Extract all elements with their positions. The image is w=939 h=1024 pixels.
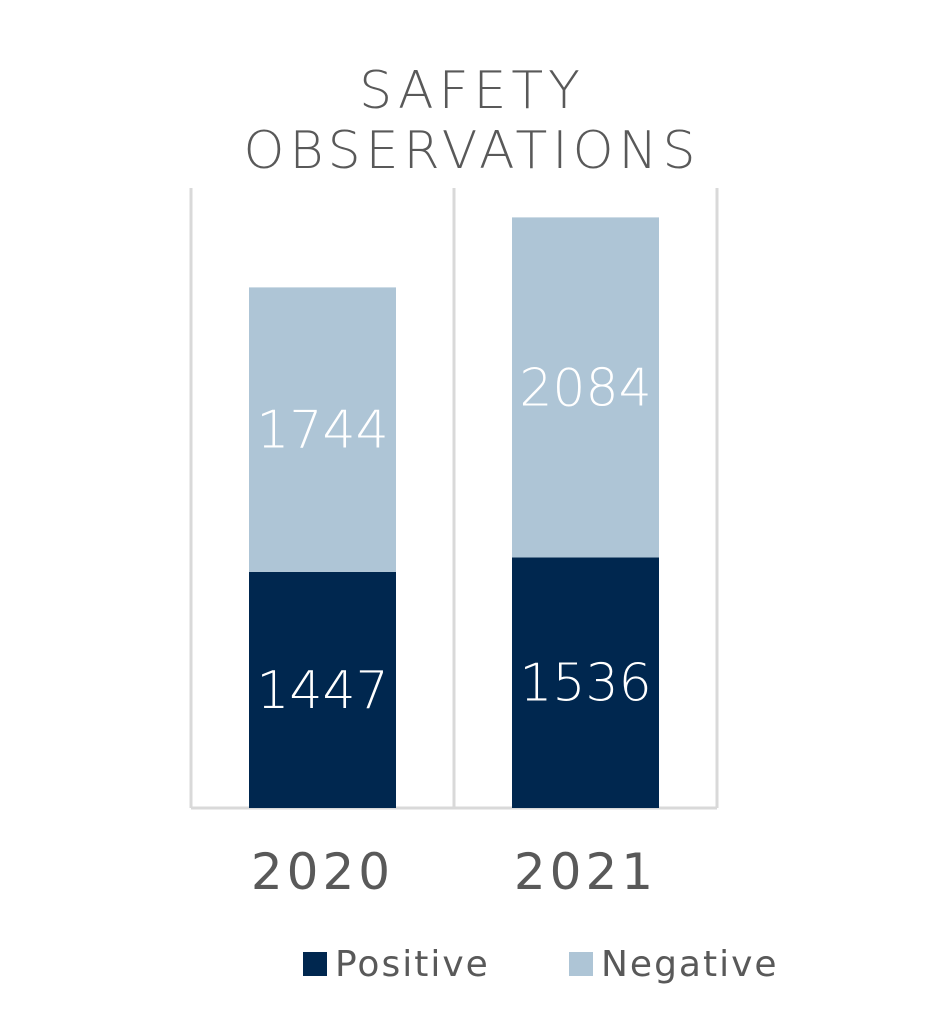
- chart-title-line-2: OBSERVATIONS: [244, 121, 701, 181]
- chart-title: SAFETY OBSERVATIONS: [244, 61, 701, 181]
- bar-positive-2020: [249, 571, 396, 808]
- legend-label-negative: Negative: [601, 944, 779, 985]
- x-tick-label-2021: 2021: [514, 843, 657, 901]
- data-label-positive-2021: 1536: [519, 654, 651, 714]
- x-tick-labels: 2020 2021: [251, 843, 657, 901]
- data-label-negative-2020: 1744: [256, 401, 388, 461]
- legend-label-positive: Positive: [335, 944, 490, 985]
- data-label-positive-2020: 1447: [256, 661, 388, 721]
- bar-negative-2021: [512, 217, 659, 558]
- bars-layer: [249, 217, 659, 808]
- legend-swatch-positive: [303, 952, 327, 976]
- data-labels-layer: 1447 1744 1536 2084: [256, 358, 651, 721]
- legend: Positive Negative: [303, 944, 779, 985]
- data-label-negative-2021: 2084: [519, 358, 651, 418]
- chart-title-line-1: SAFETY: [359, 61, 585, 121]
- bar-negative-2020: [249, 287, 396, 572]
- legend-swatch-negative: [569, 952, 593, 976]
- bar-positive-2021: [512, 557, 659, 808]
- x-tick-label-2020: 2020: [251, 843, 394, 901]
